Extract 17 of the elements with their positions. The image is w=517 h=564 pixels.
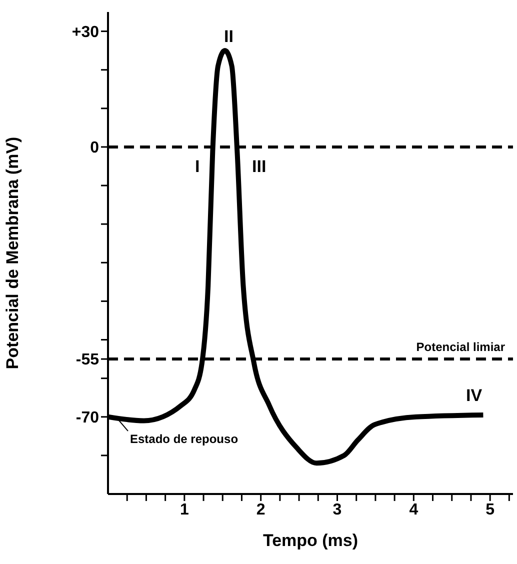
annotation: I <box>195 157 200 176</box>
y-axis-title: Potencial de Membrana (mV) <box>3 136 22 370</box>
y-tick-label: -70 <box>76 410 100 427</box>
ref-line-label: Potencial limiar <box>416 340 506 354</box>
x-axis-title: Tempo (ms) <box>262 531 358 550</box>
x-tick-label: 1 <box>180 501 189 518</box>
annotation: Estado de repouso <box>130 432 238 446</box>
annotation: IV <box>466 386 482 405</box>
x-tick-label: 3 <box>332 501 342 518</box>
y-tick-label: 0 <box>90 140 100 157</box>
x-tick-label: 2 <box>256 501 266 518</box>
annotation: II <box>224 27 234 46</box>
x-tick-label: 4 <box>409 501 418 518</box>
annotation: III <box>252 157 266 176</box>
y-tick-label: +30 <box>72 24 100 41</box>
y-tick-label: -55 <box>76 352 100 369</box>
x-tick-label: 5 <box>486 501 495 518</box>
